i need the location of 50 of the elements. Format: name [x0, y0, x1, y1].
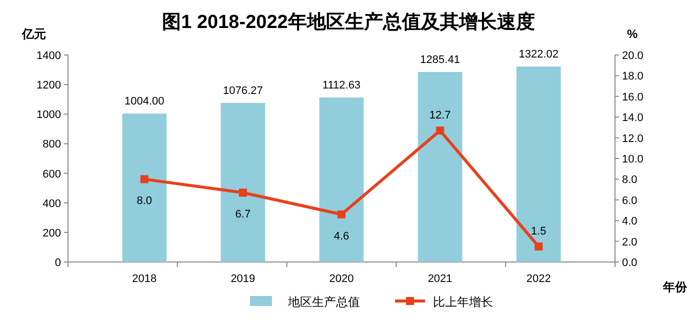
data-label: 6.7: [235, 208, 251, 221]
x-tick-label: 2019: [230, 273, 256, 285]
x-axis-title: 年份: [662, 280, 688, 294]
y2-tick-label: 18.0: [622, 70, 644, 83]
y2-tick-label: 6.0: [622, 194, 638, 207]
point: [436, 126, 444, 135]
y2-tick-label: 4.0: [622, 216, 638, 228]
y2-tick-label: 20.0: [622, 50, 644, 62]
data-label: 4.6: [334, 230, 350, 242]
bar: [122, 114, 167, 262]
y2-tick-label: 12.0: [622, 132, 644, 145]
data-label: 1.5: [530, 225, 546, 238]
data-label: 8.0: [136, 195, 152, 208]
point: [534, 242, 543, 250]
y-tick-label: 400: [42, 198, 61, 210]
y-tick-label: 200: [42, 227, 61, 240]
y-tick-label: 600: [42, 168, 61, 180]
data-label: 1004.00: [124, 96, 164, 108]
bar: [418, 72, 462, 262]
legend-label: 地区生产总值: [287, 295, 360, 309]
y-axis-title: 亿元: [21, 27, 46, 41]
x-tick-label: 2021: [428, 273, 452, 285]
data-label: 1076.27: [223, 84, 263, 97]
legend-label: 比上年增长: [433, 295, 493, 309]
bar: [220, 102, 266, 262]
x-tick-label: 2018: [132, 273, 157, 285]
y-tick-label: 1200: [36, 80, 61, 92]
data-label: 1322.02: [518, 48, 558, 61]
y-tick-label: 1400: [36, 50, 61, 62]
x-tick-label: 2020: [329, 273, 354, 285]
y2-tick-label: 8.0: [622, 174, 638, 186]
data-label: 1285.41: [420, 54, 460, 66]
y2-tick-label: 10.0: [622, 154, 644, 166]
y2-tick-label: 16.0: [622, 91, 644, 104]
x-tick-label: 2022: [526, 273, 551, 285]
y-tick-label: 0: [54, 257, 61, 269]
point: [338, 210, 346, 218]
bar: [516, 66, 561, 262]
y-tick-label: 1000: [36, 109, 61, 122]
point: [238, 188, 247, 197]
data-label: 1112.63: [322, 79, 361, 92]
y2-tick-label: 2.0: [622, 236, 638, 248]
chart-title: 图1 2018-2022年地区生产总值及其增长速度: [162, 11, 535, 33]
y2-tick-label: 0.0: [622, 257, 638, 269]
y2-tick-label: 14.0: [622, 112, 644, 124]
y2-axis-title: %: [627, 27, 638, 41]
data-label: 12.7: [429, 110, 451, 122]
point: [140, 175, 148, 184]
y-tick-label: 800: [42, 138, 61, 151]
bar: [319, 97, 364, 262]
